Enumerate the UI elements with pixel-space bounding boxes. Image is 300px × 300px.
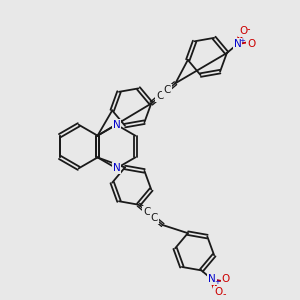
Text: N: N bbox=[234, 39, 241, 49]
Text: +: + bbox=[239, 38, 245, 44]
Text: N: N bbox=[112, 120, 120, 130]
Text: O: O bbox=[214, 287, 222, 297]
Text: O: O bbox=[222, 274, 230, 284]
Text: O: O bbox=[239, 26, 247, 36]
Text: N: N bbox=[112, 163, 120, 173]
Text: O: O bbox=[247, 39, 255, 49]
Text: -: - bbox=[222, 290, 226, 299]
Text: N: N bbox=[208, 274, 216, 284]
Text: C: C bbox=[143, 207, 151, 217]
Text: -: - bbox=[247, 24, 250, 34]
Text: +: + bbox=[214, 279, 220, 285]
Text: C: C bbox=[151, 213, 158, 223]
Text: C: C bbox=[163, 85, 171, 95]
Text: C: C bbox=[156, 92, 164, 101]
